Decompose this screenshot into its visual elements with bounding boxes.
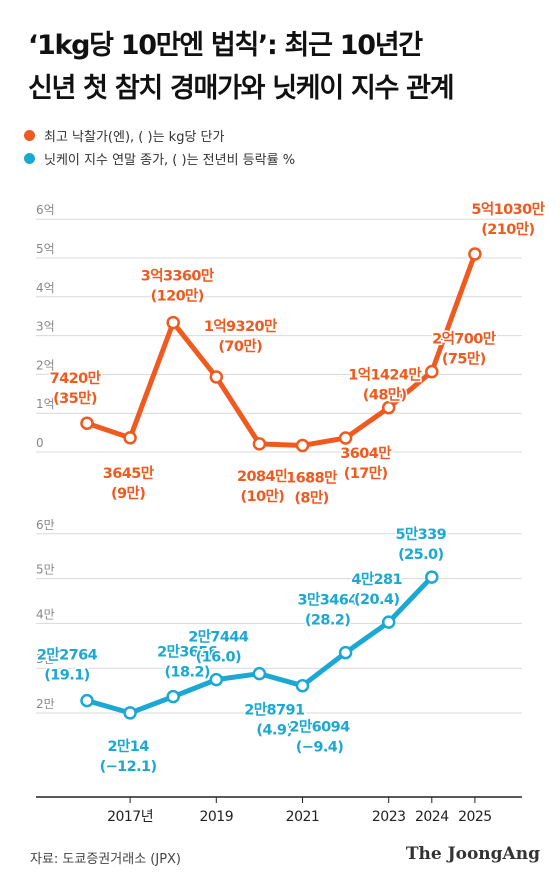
nikkei-data-point-2020 (252, 666, 267, 681)
legend-item-nikkei: 닛케이 지수 연말 종가, ( )는 전년비 등락률 % (24, 147, 295, 170)
tuna-y-tick-label-2: 2억 (36, 358, 55, 372)
tuna-value-label-2016: 7420만 (50, 370, 102, 387)
tuna-value-label-2019: 1억9320만 (204, 317, 278, 335)
tuna-data-point-2019 (209, 370, 224, 384)
nikkei-sub-label-2024: (25.0) (398, 547, 443, 563)
publisher-logo: The JoongAng (405, 844, 540, 864)
nikkei-value-label-2021: 2만6094 (289, 719, 350, 736)
tuna-y-tick-label-5: 5억 (36, 242, 55, 256)
tuna-sub-label-2021: (8만) (294, 489, 328, 506)
tuna-data-point-2020 (252, 437, 267, 451)
tuna-sub-label-2022: (17만) (344, 465, 388, 482)
nikkei-y-tick-label-4: 4만 (36, 607, 55, 621)
tuna-sub-label-2019: (70만) (218, 338, 262, 355)
legend-label-nikkei: 닛케이 지수 연말 종가, ( )는 전년비 등락률 % (44, 153, 296, 168)
tuna-sub-label-2016: (35만) (53, 390, 97, 407)
tuna-value-label-2017: 3645만 (103, 465, 155, 482)
tuna-value-label-2021: 1688만 (286, 469, 338, 486)
legend-marker-tuna (24, 130, 35, 141)
nikkei-value-label-2024: 5만339 (395, 526, 446, 543)
x-tick-label-2024: 2024 (415, 809, 449, 825)
tuna-sub-label-2023: (48만) (363, 387, 407, 404)
x-tick-label-2023: 2023 (372, 809, 406, 825)
legend-label-tuna: 최고 낙찰가(엔), ( )는 kg당 단가 (44, 130, 225, 145)
nikkei-sub-label-2018: (18.2) (164, 665, 209, 681)
tuna-data-point-2023 (381, 400, 396, 415)
tuna-data-point-2024 (425, 364, 439, 379)
tuna-y-tick-label-6: 6억 (36, 203, 55, 217)
nikkei-sub-label-2017: (−12.1) (100, 759, 157, 775)
nikkei-data-point-2018 (166, 689, 180, 704)
nikkei-sub-label-2020: (4.9) (256, 723, 292, 739)
tuna-value-label-2024: 2억700만 (432, 330, 497, 348)
nikkei-value-label-2022: 3만3464 (298, 592, 359, 609)
nikkei-sub-label-2021: (−9.4) (296, 740, 344, 756)
nikkei-y-tick-label-2: 2만 (36, 697, 55, 711)
nikkei-sub-label-2019: (16.0) (196, 650, 241, 666)
tuna-value-label-2018: 3억3360만 (141, 267, 215, 285)
tuna-sub-label-2018: (120만) (151, 288, 204, 305)
nikkei-data-point-2023 (381, 615, 396, 629)
nikkei-value-label-2019: 2만7444 (188, 629, 249, 646)
nikkei-data-point-2022 (338, 645, 353, 660)
nikkei-sub-label-2022: (28.2) (305, 613, 350, 629)
nikkei-y-tick-label-6: 6만 (36, 518, 55, 532)
source-note: 자료: 도쿄증권거래소 (JPX) (30, 852, 182, 867)
tuna-data-point-2018 (166, 315, 180, 330)
tuna-data-point-2017 (123, 431, 137, 445)
title-line-2: 신년 첫 참치 경매가와 닛케이 지수 관계 (28, 73, 455, 104)
nikkei-data-point-2019 (209, 672, 224, 687)
nikkei-y-tick-label-5: 5만 (36, 563, 55, 577)
nikkei-value-label-2017: 2만14 (107, 738, 149, 755)
tuna-sub-label-2020: (10만) (241, 488, 285, 505)
tuna-y-tick-label-0: 0 (36, 436, 44, 450)
nikkei-data-point-2017 (123, 706, 137, 720)
tuna-value-label-2025: 5억1030만 (471, 200, 545, 218)
x-tick-label-2019: 2019 (199, 809, 233, 825)
chart-title: ‘1kg당 10만엔 법칙’: 최근 10년간 신년 첫 참치 경매가와 닛케이… (28, 24, 538, 110)
x-tick-label-2021: 2021 (286, 809, 320, 825)
tuna-y-tick-label-4: 4억 (36, 281, 55, 295)
title-line-1: ‘1kg당 10만엔 법칙’: 최근 10년간 (28, 30, 423, 61)
nikkei-data-point-2021 (295, 678, 310, 693)
tuna-value-label-2023: 1억1424만 (348, 366, 422, 384)
tuna-sub-label-2024: (75만) (442, 351, 486, 368)
legend-item-tuna: 최고 낙찰가(엔), ( )는 kg당 단가 (24, 124, 295, 147)
nikkei-data-point-2024 (425, 570, 439, 584)
tuna-data-point-2025 (468, 247, 482, 261)
nikkei-sub-label-2023: (20.4) (354, 592, 399, 608)
nikkei-data-point-2016 (80, 693, 94, 708)
nikkei-value-label-2020: 2만8791 (244, 702, 305, 719)
tuna-value-label-2020: 2084만 (237, 468, 289, 485)
tuna-y-tick-label-3: 3억 (36, 320, 55, 334)
x-tick-label-2025: 2025 (458, 809, 492, 825)
tuna-series-line (84, 251, 478, 448)
legend-marker-nikkei (24, 153, 35, 164)
tuna-value-label-2022: 3604만 (340, 445, 392, 462)
x-tick-label-2017: 2017년 (107, 809, 153, 825)
nikkei-value-label-2023: 4만281 (351, 571, 402, 588)
legend: 최고 낙찰가(엔), ( )는 kg당 단가 닛케이 지수 연말 종가, ( )… (24, 124, 295, 170)
tuna-data-point-2022 (338, 431, 353, 445)
tuna-data-point-2021 (295, 438, 310, 453)
nikkei-value-label-2016: 2만2764 (37, 647, 98, 664)
nikkei-value-label-2018: 2만3656 (157, 644, 218, 661)
tuna-sub-label-2025: (210만) (481, 221, 534, 238)
nikkei-sub-label-2016: (19.1) (44, 668, 89, 684)
tuna-sub-label-2017: (9만) (111, 485, 145, 502)
tuna-y-tick-label-1: 1억 (36, 397, 55, 411)
tuna-data-point-2016 (80, 416, 94, 430)
nikkei-y-tick-label-3: 3만 (36, 652, 55, 666)
